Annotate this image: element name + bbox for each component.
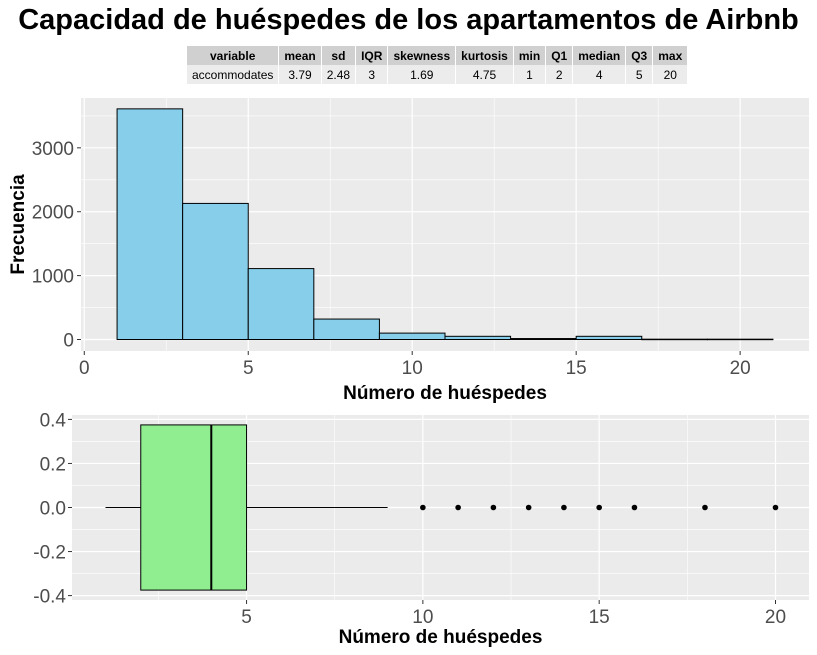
histogram-y-tick-label: 1000 xyxy=(32,267,74,288)
boxplot-outlier-point xyxy=(596,504,602,511)
stats-cell-min: 1 xyxy=(513,65,547,84)
boxplot-outlier-point xyxy=(702,504,708,511)
stats-header-min: min xyxy=(513,46,547,65)
stats-cell-sd: 2.48 xyxy=(321,65,357,84)
histogram-bar xyxy=(182,202,249,340)
histogram-bar xyxy=(247,268,315,341)
boxplot-box xyxy=(140,424,248,591)
histogram-bar xyxy=(706,338,774,341)
stats-cell-kurtosis: 4.75 xyxy=(455,65,514,84)
histogram-x-tick-label: 10 xyxy=(402,358,423,379)
histogram-bar xyxy=(641,338,708,341)
boxplot-outlier-point xyxy=(561,504,567,511)
boxplot-outlier-point xyxy=(772,504,779,511)
stats-header-q3: Q3 xyxy=(625,46,654,65)
boxplot-y-tick-label: -0.2 xyxy=(33,543,66,564)
boxplot-outlier-point xyxy=(525,504,532,511)
histogram-x-tick-label: 0 xyxy=(79,358,90,379)
histogram-bar xyxy=(116,108,184,340)
stats-cell-q3: 5 xyxy=(625,65,654,84)
stats-cell-q1: 2 xyxy=(545,65,574,84)
histogram-bar xyxy=(378,332,446,341)
stats-header-variable: variable xyxy=(187,46,280,65)
stats-header-sd: sd xyxy=(321,46,357,65)
stats-cell-median: 4 xyxy=(572,65,627,84)
boxplot-y-tick-label: 0.2 xyxy=(40,454,66,475)
stats-header-skewness: skewness xyxy=(387,46,457,65)
boxplot-x-tick-label: 20 xyxy=(765,607,786,628)
boxplot-outlier-point xyxy=(455,504,461,511)
boxplot-panel xyxy=(72,415,809,600)
boxplot-x-axis-title: Número de huéspedes xyxy=(339,627,543,648)
boxplot-x-tick-label: 15 xyxy=(589,607,610,628)
stats-header-iqr: IQR xyxy=(355,46,389,65)
boxplot-x-tick-label: 5 xyxy=(241,607,252,628)
stats-cell-variable: accommodates xyxy=(187,65,280,84)
histogram-y-axis-title: Frecuencia xyxy=(8,174,29,275)
histogram-bar xyxy=(510,338,577,340)
stats-header-kurtosis: kurtosis xyxy=(455,46,514,65)
histogram-y-tick-label: 0 xyxy=(63,331,74,352)
histogram-panel xyxy=(81,98,809,351)
stats-header-q1: Q1 xyxy=(545,46,574,65)
histogram-bar xyxy=(313,318,380,340)
histogram-bar xyxy=(444,335,512,340)
stats-header-row: variable mean sd IQR skewness kurtosis min Q1 me… xyxy=(187,46,689,65)
histogram-y-tick-label: 3000 xyxy=(32,139,74,160)
boxplot-y-tick-label: 0.0 xyxy=(40,499,66,520)
histogram-x-tick-label: 5 xyxy=(243,358,254,379)
histogram-bar xyxy=(575,335,643,340)
boxplot-outlier-point xyxy=(490,504,497,511)
histogram-x-tick-label: 20 xyxy=(730,358,751,379)
boxplot-x-tick-label: 10 xyxy=(412,607,433,628)
stats-header-median: median xyxy=(572,46,627,65)
boxplot-outlier-point xyxy=(631,504,638,511)
boxplot-outlier-point xyxy=(420,504,426,511)
stats-cell-mean: 3.79 xyxy=(278,65,322,84)
histogram-y-tick-label: 2000 xyxy=(32,203,74,224)
chart-title: Capacidad de huéspedes de los apartament… xyxy=(18,4,799,36)
summary-stats-table: variable mean sd IQR skewness kurtosis min Q1 me… xyxy=(187,46,689,84)
stats-cell-max: 20 xyxy=(652,65,689,84)
stats-cell-skewness: 1.69 xyxy=(387,65,457,84)
boxplot-y-tick-label: 0.4 xyxy=(40,410,67,431)
stats-header-mean: mean xyxy=(278,46,322,65)
boxplot-y-tick-label: -0.4 xyxy=(33,587,66,608)
histogram-x-tick-label: 15 xyxy=(566,358,587,379)
histogram-x-axis-title: Número de huéspedes xyxy=(343,383,547,404)
stats-value-row: accommodates 3.79 2.48 3 1.69 4.75 1 2 4 5 20 xyxy=(187,65,689,84)
stats-cell-iqr: 3 xyxy=(355,65,389,84)
stats-header-max: max xyxy=(652,46,689,65)
